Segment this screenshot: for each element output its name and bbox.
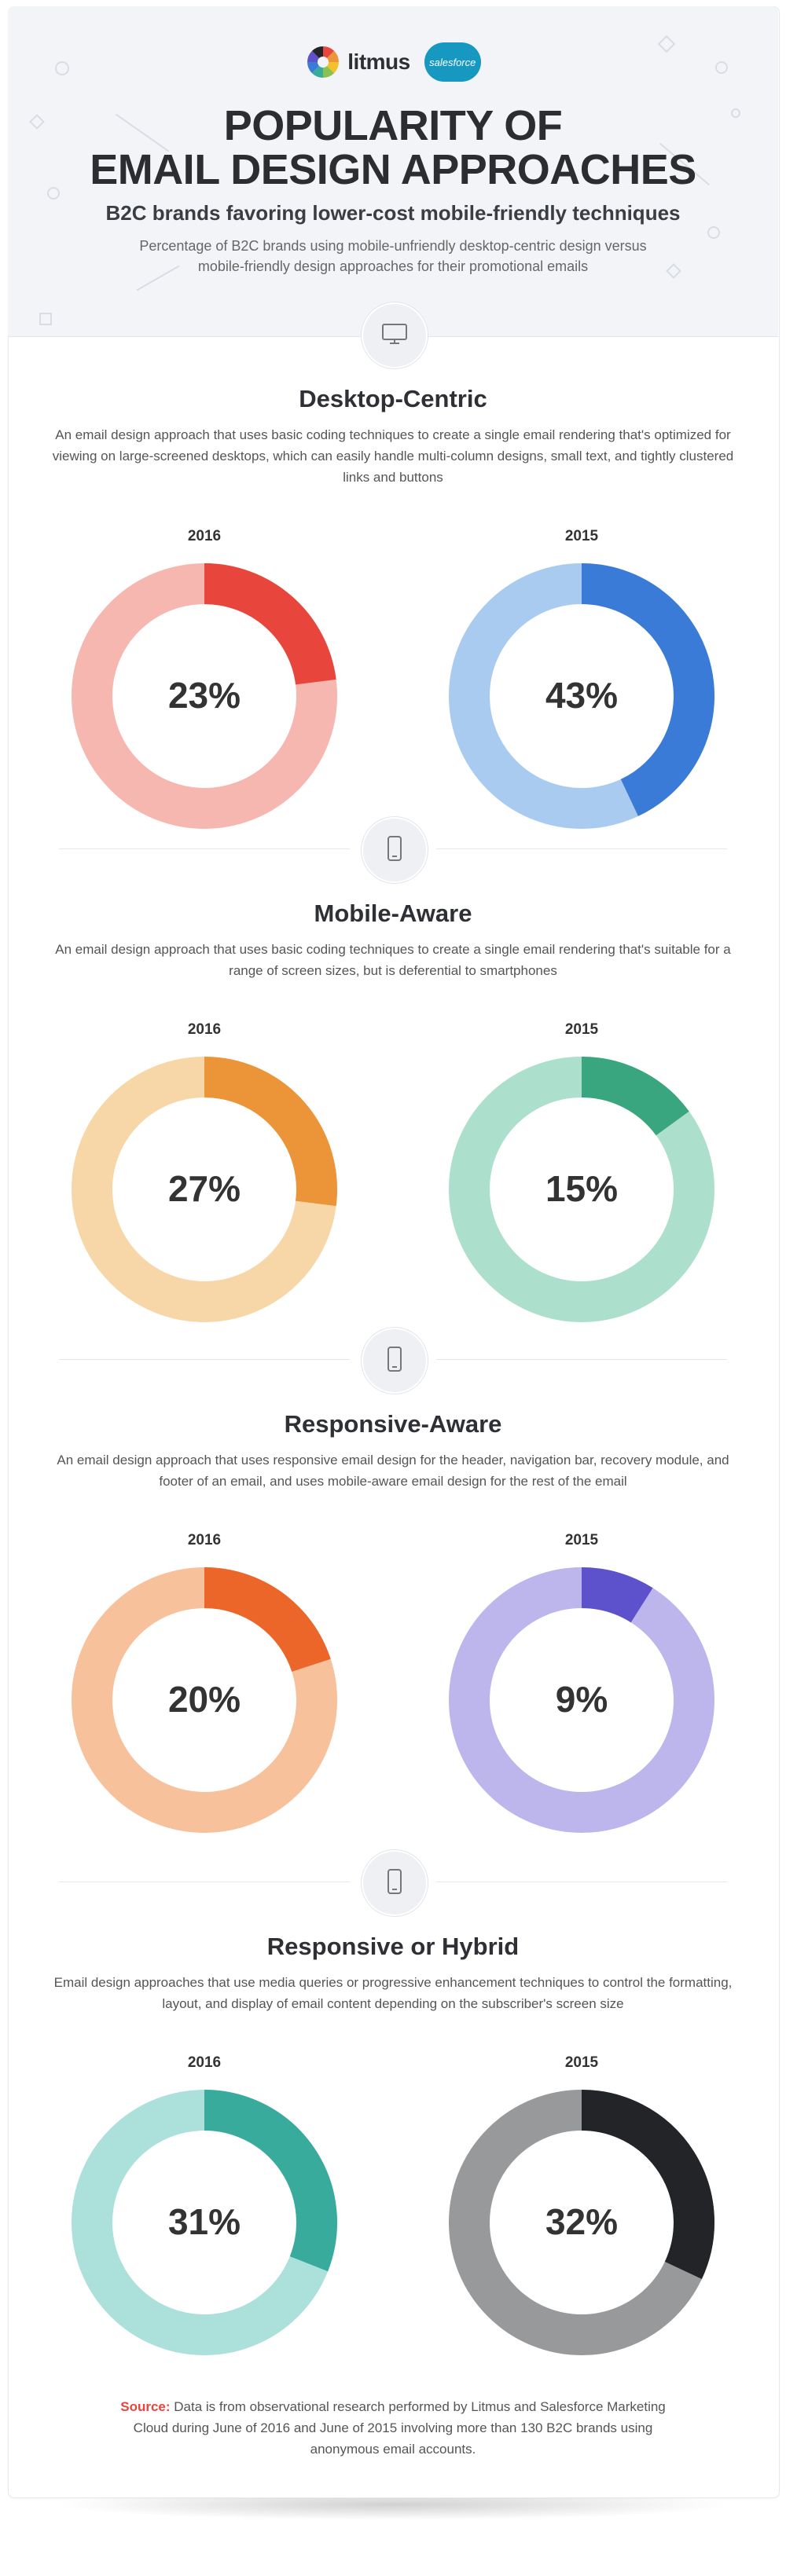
percentage-value-right: 9% (555, 1679, 608, 1720)
section-description: Email design approaches that use media q… (53, 1975, 733, 2011)
percentage-value-left: 20% (167, 1679, 241, 1720)
page-title: POPULARITY OF EMAIL DESIGN APPROACHES (0, 104, 786, 192)
source-text: Data is from observational research perf… (133, 2399, 666, 2457)
source-label: Source: (120, 2399, 171, 2414)
section-divider (59, 1359, 350, 1360)
percentage-value-right: 43% (545, 675, 619, 716)
donut-segment (204, 1567, 331, 1673)
deco-shape (39, 313, 52, 325)
section-divider (436, 848, 727, 849)
donut-segment (204, 2090, 337, 2272)
donut-segment (204, 1057, 337, 1207)
header-banner (8, 6, 778, 337)
section-icon (362, 302, 428, 368)
deco-shape (707, 226, 720, 239)
year-label-left: 2016 (187, 1532, 222, 1548)
litmus-wordmark: litmus (347, 49, 410, 74)
title-line-1: POPULARITY OF (223, 102, 563, 149)
section-title: Desktop-Centric (299, 385, 487, 412)
percentage-value-left: 23% (167, 675, 241, 716)
donut-chart-right (449, 1567, 714, 1833)
donut-chart-left (72, 563, 337, 829)
percentage-value-right: 15% (545, 1168, 619, 1209)
year-label-left: 2016 (187, 1021, 222, 1038)
donut-chart-left (72, 1567, 337, 1833)
donut-chart-left (72, 1057, 337, 1322)
source-note: Source: Data is from observational resea… (118, 2396, 668, 2460)
donut-chart-right (449, 563, 714, 829)
section-divider (436, 1359, 727, 1360)
salesforce-logo: salesforce (424, 42, 481, 82)
section-icon (362, 1850, 428, 1916)
percentage-value-right: 32% (545, 2201, 619, 2242)
section-title: Responsive or Hybrid (266, 1933, 520, 1960)
desktop-icon (381, 322, 408, 350)
title-line-2: EMAIL DESIGN APPROACHES (90, 146, 696, 193)
year-label-left: 2016 (187, 2054, 222, 2071)
deco-shape (731, 108, 740, 118)
donut-segment (581, 563, 714, 816)
deco-shape (47, 187, 60, 200)
section-description: An email design approach that uses basic… (52, 427, 734, 485)
brand-logos: litmus salesforce (0, 42, 786, 82)
section-description: An email design approach that uses respo… (57, 1453, 729, 1489)
donut-chart-left (72, 2090, 337, 2355)
litmus-wheel-icon (307, 46, 340, 78)
section-title: Mobile-Aware (314, 900, 472, 927)
litmus-logo: litmus (305, 44, 410, 80)
percentage-value-left: 27% (167, 1168, 241, 1209)
deco-shape (715, 61, 728, 74)
page-description: Percentage of B2C brands using mobile-un… (139, 238, 647, 274)
deco-shape (55, 61, 69, 75)
year-label-right: 2015 (564, 1021, 599, 1038)
section-icon (362, 1328, 428, 1394)
donut-segment (581, 1567, 653, 1623)
section-divider (59, 848, 350, 849)
year-label-right: 2015 (564, 1532, 599, 1548)
percentage-value-left: 31% (167, 2201, 241, 2242)
donut-chart-right (449, 1057, 714, 1322)
mobile-icon (386, 835, 403, 866)
year-label-left: 2016 (187, 528, 222, 544)
deco-shape (666, 263, 681, 279)
section-icon (362, 817, 428, 883)
mobile-icon (386, 1346, 403, 1376)
donut-segment (581, 1057, 689, 1136)
section-description: An email design approach that uses basic… (55, 942, 731, 978)
donut-chart-right (449, 2090, 714, 2355)
mobile-icon (386, 1868, 403, 1899)
section-title: Responsive-Aware (284, 1410, 502, 1438)
year-label-right: 2015 (564, 528, 599, 544)
donut-segment (581, 2090, 714, 2279)
page-subtitle: B2C brands favoring lower-cost mobile-fr… (105, 201, 681, 225)
donut-segment (204, 563, 336, 686)
year-label-right: 2015 (564, 2054, 599, 2071)
